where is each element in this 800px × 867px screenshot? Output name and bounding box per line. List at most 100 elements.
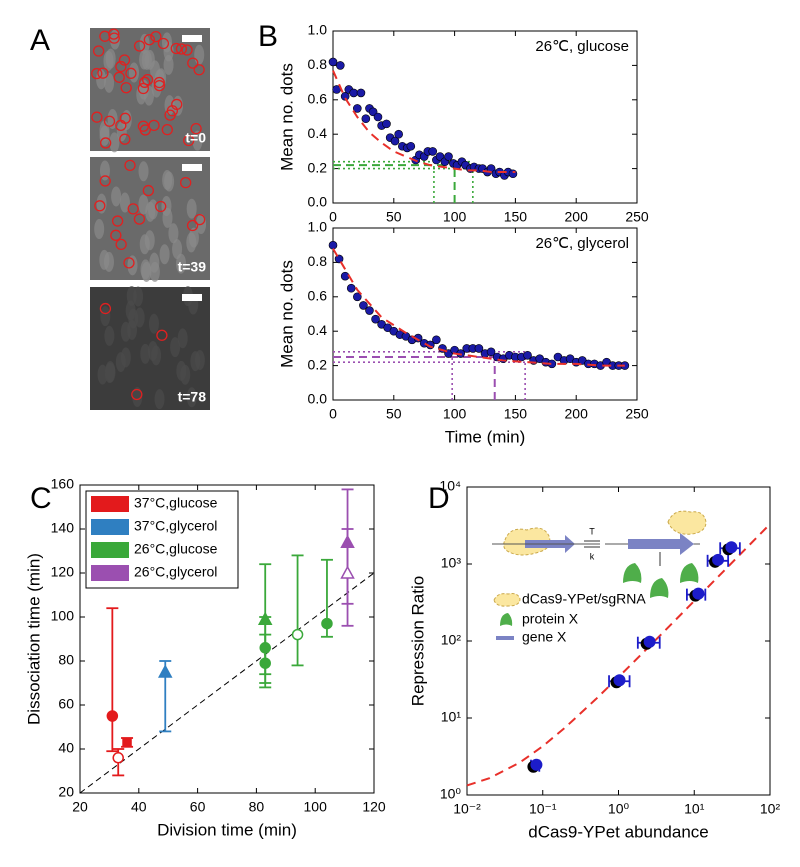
cell xyxy=(100,306,111,327)
cell xyxy=(104,72,115,93)
cell xyxy=(141,261,152,282)
y-tick-label: 0.4 xyxy=(308,322,328,338)
x-tick-label: 120 xyxy=(362,799,386,815)
spot-marker xyxy=(115,238,127,251)
cell xyxy=(125,300,136,321)
panel-label: A xyxy=(30,24,50,57)
x-tick-label: 150 xyxy=(504,406,528,422)
cell xyxy=(105,360,116,381)
data-point xyxy=(346,283,356,293)
x-tick-label: 80 xyxy=(249,799,265,815)
panel-label: D xyxy=(428,482,450,515)
x-tick-label: 0 xyxy=(329,209,337,225)
chart-title: 26℃, glycerol xyxy=(535,235,629,252)
panel-label: B xyxy=(258,20,278,53)
cell xyxy=(127,319,138,340)
spot-marker xyxy=(193,64,205,76)
spot-marker xyxy=(137,82,149,95)
spot-marker xyxy=(139,76,151,88)
protein-icon xyxy=(623,563,642,583)
y-tick-label: 120 xyxy=(51,564,75,580)
x-tick-label: 50 xyxy=(386,209,402,225)
cell xyxy=(132,387,143,408)
spot-marker xyxy=(153,79,166,92)
legend-label: 37°C,glucose xyxy=(134,495,218,511)
spot-marker xyxy=(113,71,125,83)
y-axis-label: Dissociation time (min) xyxy=(24,553,43,725)
cell xyxy=(127,255,138,276)
data-point xyxy=(373,112,383,122)
x-axis-label: Division time (min) xyxy=(157,820,297,839)
legend-swatch xyxy=(91,519,129,535)
cell xyxy=(145,201,156,222)
cell xyxy=(186,198,197,219)
cell xyxy=(94,219,105,240)
y-axis-label: Mean no. dots xyxy=(277,260,296,368)
spot-marker xyxy=(141,73,154,86)
cell xyxy=(141,49,152,70)
cell xyxy=(144,230,155,251)
y-tick-label: 60 xyxy=(58,696,74,712)
fit-line xyxy=(466,523,771,787)
x-tick-label: 200 xyxy=(565,209,589,225)
cell xyxy=(116,121,127,142)
gene-arrow-head xyxy=(680,533,694,555)
data-point xyxy=(349,88,358,98)
y-tick-label: 0.0 xyxy=(308,194,328,210)
spot-marker xyxy=(103,115,116,127)
spot-marker xyxy=(133,40,146,52)
data-point xyxy=(725,541,738,554)
y-tick-label: 0.2 xyxy=(308,159,328,175)
data-point xyxy=(406,141,416,151)
data-point xyxy=(361,114,371,124)
y-tick-label: 160 xyxy=(51,476,75,492)
spot-marker xyxy=(91,67,103,80)
data-point xyxy=(328,240,338,250)
protein-icon xyxy=(500,613,513,626)
spot-marker xyxy=(170,42,182,55)
spot-marker xyxy=(94,200,106,212)
x-tick-label: 250 xyxy=(625,406,649,422)
cell xyxy=(99,125,110,146)
spot-marker xyxy=(186,219,199,232)
spot-marker xyxy=(142,184,155,197)
data-point xyxy=(428,147,438,156)
y-tick-label: 40 xyxy=(58,740,74,756)
y-axis-label: Repression Ratio xyxy=(408,576,427,706)
cell xyxy=(104,325,115,346)
plot-frame xyxy=(332,30,638,204)
cell xyxy=(119,192,130,213)
spot-marker xyxy=(123,257,135,269)
marker xyxy=(122,737,132,748)
marker xyxy=(321,617,333,630)
spot-marker xyxy=(92,45,105,57)
inset-legend-label: dCas9-YPet/sgRNA xyxy=(522,591,646,607)
spot-marker xyxy=(100,137,112,149)
x-tick-label: 60 xyxy=(190,799,206,815)
time-label: t=78 xyxy=(178,389,207,405)
data-point xyxy=(353,104,362,113)
spot-marker xyxy=(183,134,195,147)
cell xyxy=(148,313,159,334)
protein-icon xyxy=(680,563,699,583)
cell xyxy=(170,337,181,358)
spot-marker xyxy=(120,82,132,94)
spot-marker xyxy=(127,203,139,215)
y-tick-label: 0.6 xyxy=(308,288,328,304)
y-tick-label: 80 xyxy=(58,652,74,668)
x-tick-label: 50 xyxy=(386,406,402,422)
y-tick-label: 0.8 xyxy=(308,253,328,269)
legend-label: 26°C,glycerol xyxy=(134,564,217,580)
cell xyxy=(168,223,179,244)
cell xyxy=(138,161,149,182)
x-tick-label: 100 xyxy=(443,209,467,225)
legend-swatch xyxy=(91,496,129,512)
time-label: t=0 xyxy=(185,130,206,146)
y-tick-label: 10⁰ xyxy=(440,786,462,802)
marker xyxy=(291,628,304,641)
x-tick-label: 40 xyxy=(131,799,147,815)
data-point xyxy=(371,314,380,324)
data-point xyxy=(353,292,362,302)
cell xyxy=(109,132,120,153)
data-point xyxy=(692,587,705,600)
